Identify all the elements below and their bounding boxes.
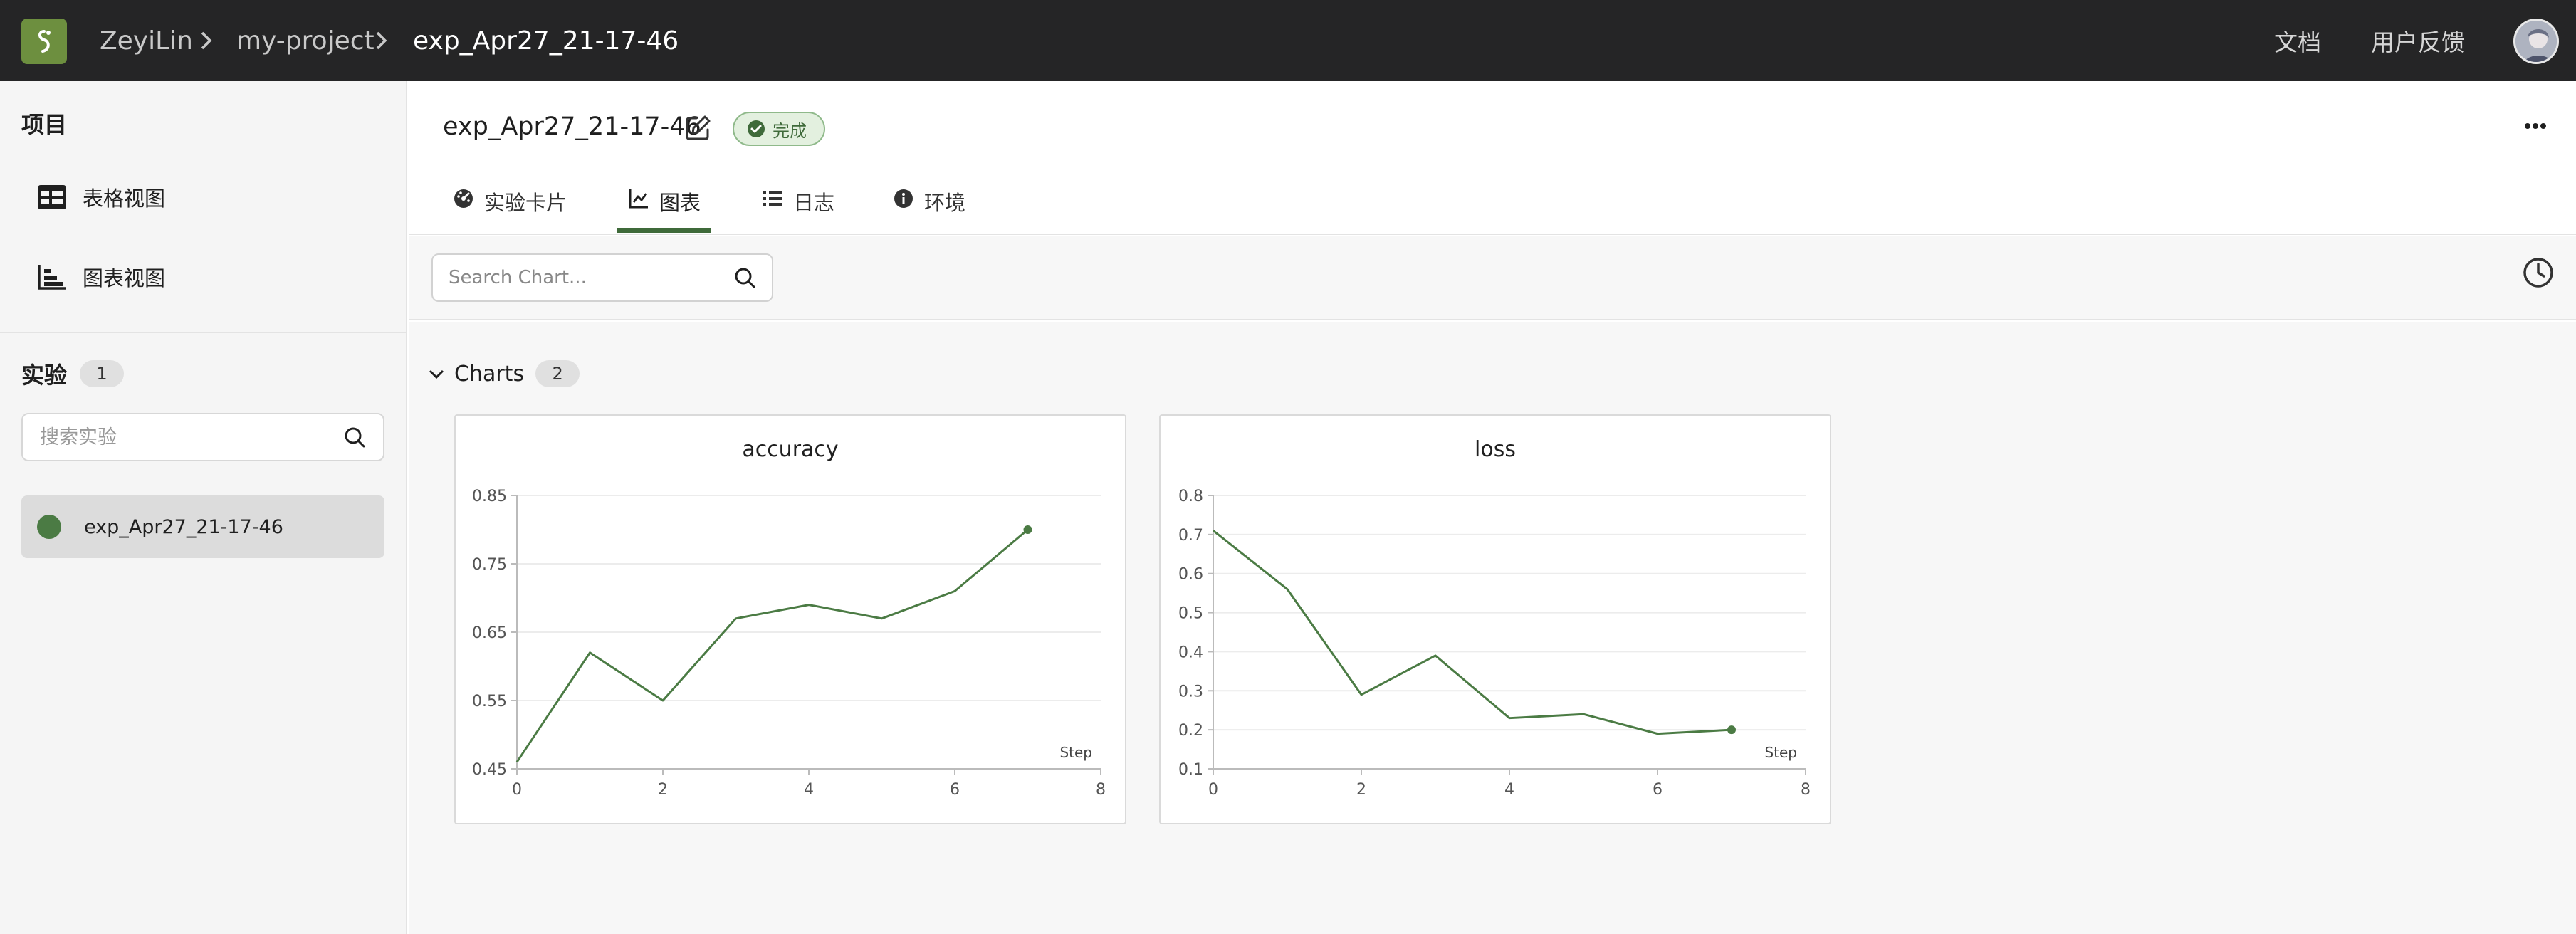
page-title: exp_Apr27_21-17-46 [443, 112, 701, 141]
series-line [1213, 530, 1732, 735]
sidebar-item-label: 图表视图 [83, 266, 166, 290]
chart-group-count: 2 [535, 360, 580, 387]
x-axis-label: Step [1764, 744, 1797, 761]
logo-icon [38, 30, 51, 53]
series-last-point [1023, 525, 1032, 534]
y-tick-label: 0.65 [472, 624, 507, 642]
chart-card-accuracy[interactable]: accuracy 0.45 0.55 0.65 0.75 0.85 0 2 4 6 8 Step [454, 414, 1126, 824]
avatar[interactable] [2513, 19, 2559, 64]
y-tick-label: 0.2 [1178, 722, 1203, 740]
loss-chart[interactable]: 0.1 0.2 0.3 0.4 0.5 0.6 0.7 0.8 0 2 4 6 8 Step [1161, 416, 1830, 823]
tab-bar: 实验卡片 图表 日志 环境 [409, 182, 2576, 235]
chart-group-header[interactable]: Charts 2 [427, 360, 580, 387]
info-icon [894, 189, 913, 208]
y-tick-label: 0.45 [472, 761, 507, 779]
x-tick-label: 8 [1096, 781, 1106, 799]
edit-icon[interactable] [684, 114, 712, 142]
sidebar-item-chart-view[interactable]: 图表视图 [37, 262, 165, 292]
feedback-link[interactable]: 用户反馈 [2371, 28, 2465, 56]
chart-title: accuracy [742, 437, 839, 462]
chart-group-label: Charts [454, 361, 525, 387]
sidebar: 项目 表格视图 图表视图 实验 1 exp_Apr27 [0, 81, 407, 934]
experiment-search-field[interactable] [21, 413, 384, 461]
chart-view-icon [38, 265, 66, 290]
y-tick-label: 0.3 [1178, 683, 1203, 700]
main-panel: exp_Apr27_21-17-46 完成 实验卡片 [409, 81, 2576, 934]
breadcrumb-project[interactable]: my-project [236, 26, 375, 56]
accuracy-chart[interactable]: 0.45 0.55 0.65 0.75 0.85 0 2 4 6 8 Step [456, 416, 1125, 823]
x-tick-label: 4 [1504, 781, 1514, 799]
chevron-down-icon [429, 369, 444, 379]
sidebar-divider [0, 332, 406, 333]
chart-toolbar [409, 236, 2576, 320]
search-icon[interactable] [733, 266, 756, 289]
tab-label: 实验卡片 [484, 191, 567, 215]
chart-search-field[interactable] [431, 253, 773, 302]
x-tick-label: 2 [658, 781, 668, 799]
y-tick-label: 0.6 [1178, 566, 1203, 584]
x-tick-label: 2 [1356, 781, 1366, 799]
breadcrumb-experiment[interactable]: exp_Apr27_21-17-46 [413, 26, 679, 56]
sidebar-item-table-view[interactable]: 表格视图 [37, 182, 165, 212]
status-badge: 完成 [733, 112, 825, 146]
tab-environment[interactable]: 环境 [893, 182, 965, 235]
docs-link[interactable]: 文档 [2274, 28, 2321, 56]
y-tick-label: 0.8 [1178, 488, 1203, 505]
tab-label: 日志 [793, 191, 835, 215]
tab-label: 环境 [924, 191, 966, 215]
y-tick-label: 0.4 [1178, 644, 1203, 661]
dashboard-icon [454, 189, 473, 208]
project-section-title: 项目 [21, 111, 68, 138]
experiment-search-input[interactable] [40, 426, 343, 448]
history-icon[interactable] [2522, 256, 2555, 289]
list-icon [763, 191, 782, 206]
tab-label: 图表 [659, 191, 701, 215]
x-tick-label: 6 [950, 781, 960, 799]
chart-title: loss [1475, 437, 1516, 462]
y-tick-label: 0.1 [1178, 761, 1203, 779]
x-tick-label: 4 [804, 781, 814, 799]
series-line [515, 528, 1029, 763]
chevron-right-icon [376, 31, 387, 50]
line-chart-icon [629, 189, 648, 209]
x-axis-label: Step [1059, 744, 1092, 761]
more-icon[interactable] [2525, 122, 2546, 130]
y-tick-label: 0.7 [1178, 527, 1203, 545]
y-tick-label: 0.85 [472, 488, 507, 505]
chevron-right-icon [201, 31, 212, 50]
experiments-count-badge: 1 [80, 360, 125, 387]
x-tick-label: 8 [1801, 781, 1811, 799]
charts-area: Charts 2 accuracy 0.45 0.55 0.65 0.75 0.85 0 2… [409, 322, 2576, 934]
tab-charts[interactable]: 图表 [628, 182, 701, 235]
experiments-title: 实验 [21, 362, 68, 389]
x-tick-label: 0 [512, 781, 522, 799]
search-icon[interactable] [343, 426, 366, 448]
x-tick-label: 0 [1208, 781, 1218, 799]
table-icon [38, 185, 66, 209]
chart-search-input[interactable] [449, 267, 733, 288]
breadcrumb-user[interactable]: ZeyiLin [100, 26, 193, 56]
experiment-list-item[interactable]: exp_Apr27_21-17-46 [21, 495, 384, 558]
experiment-color-dot[interactable] [37, 515, 61, 539]
tab-experiment-card[interactable]: 实验卡片 [453, 182, 567, 235]
tab-logs[interactable]: 日志 [762, 182, 834, 235]
y-tick-label: 0.5 [1178, 605, 1203, 623]
experiments-section-title: 实验 1 [21, 357, 125, 390]
experiment-name: exp_Apr27_21-17-46 [84, 515, 283, 538]
check-circle-icon [748, 120, 765, 137]
status-label: 完成 [773, 120, 807, 141]
top-bar: ZeyiLin my-project exp_Apr27_21-17-46 文档… [0, 0, 2576, 81]
series-last-point [1727, 725, 1736, 735]
chart-card-loss[interactable]: loss 0.1 0.2 0.3 0.4 0.5 0.6 0.7 0.8 0 2 4 6 8 Step [1159, 414, 1831, 824]
active-tab-indicator [617, 228, 711, 233]
sidebar-item-label: 表格视图 [83, 187, 166, 211]
app-logo[interactable] [21, 19, 67, 64]
user-avatar-icon [2515, 21, 2557, 62]
y-tick-label: 0.55 [472, 693, 507, 710]
x-tick-label: 6 [1653, 781, 1663, 799]
y-tick-label: 0.75 [472, 556, 507, 574]
